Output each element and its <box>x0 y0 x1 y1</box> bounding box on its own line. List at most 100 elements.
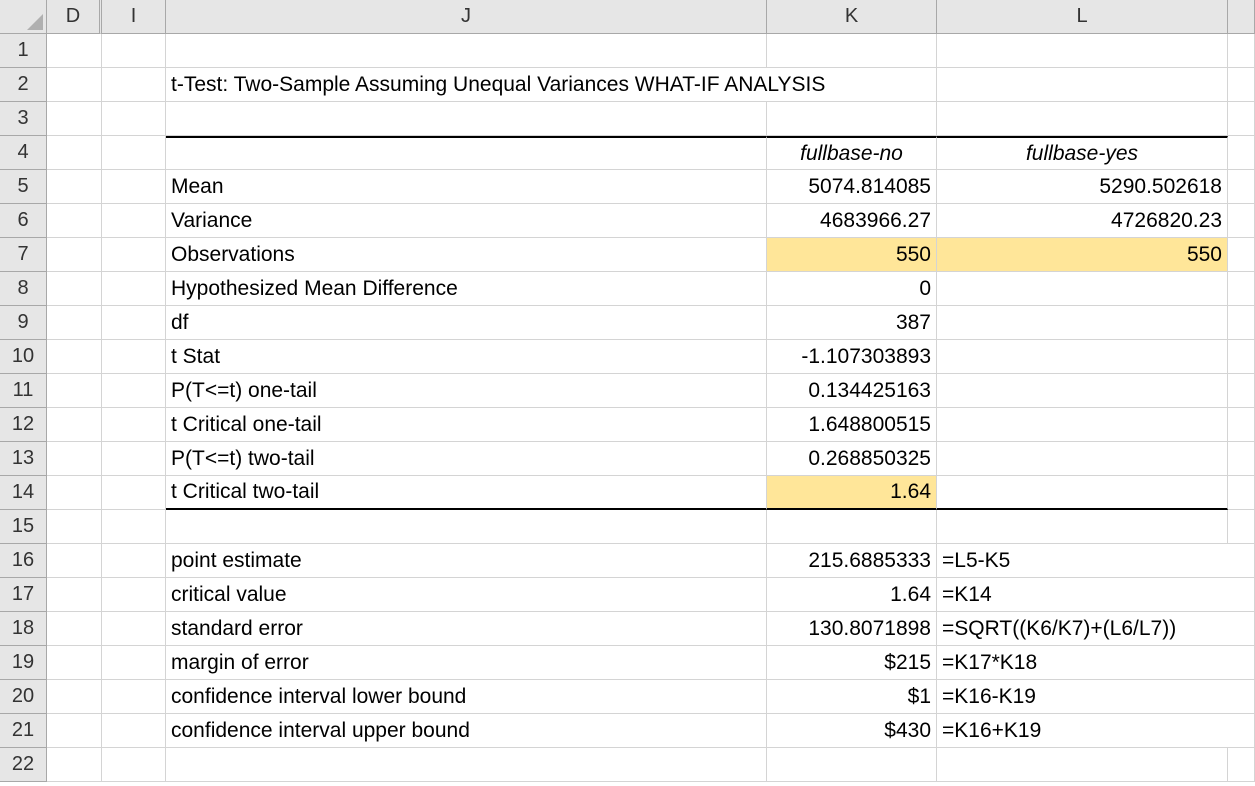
cell-d4[interactable] <box>47 136 102 170</box>
cell-d19[interactable] <box>47 646 102 680</box>
cell-d13[interactable] <box>47 442 102 476</box>
cell-m12[interactable] <box>1228 408 1255 442</box>
column-header-d[interactable]: D <box>47 0 102 34</box>
cell-k17[interactable]: 1.64 <box>767 578 937 612</box>
cell-j7[interactable]: Observations <box>166 238 767 272</box>
cell-j8[interactable]: Hypothesized Mean Difference <box>166 272 767 306</box>
cell-m7[interactable] <box>1228 238 1255 272</box>
cell-j21[interactable]: confidence interval upper bound <box>166 714 767 748</box>
cell-j15[interactable] <box>166 510 767 544</box>
cell-j6[interactable]: Variance <box>166 204 767 238</box>
cell-i12[interactable] <box>102 408 166 442</box>
cell-l18-formula[interactable]: =SQRT((K6/K7)+(L6/L7)) <box>937 612 1228 646</box>
column-header-l[interactable]: L <box>937 0 1228 34</box>
cell-i10[interactable] <box>102 340 166 374</box>
cell-i17[interactable] <box>102 578 166 612</box>
cell-k15[interactable] <box>767 510 937 544</box>
cell-l14[interactable] <box>937 476 1228 510</box>
row-header-5[interactable]: 5 <box>0 170 47 204</box>
cell-m6[interactable] <box>1228 204 1255 238</box>
row-header-8[interactable]: 8 <box>0 272 47 306</box>
cell-d1[interactable] <box>47 34 102 68</box>
cell-d21[interactable] <box>47 714 102 748</box>
cell-m3[interactable] <box>1228 102 1255 136</box>
cell-m5[interactable] <box>1228 170 1255 204</box>
cell-m13[interactable] <box>1228 442 1255 476</box>
cell-k6[interactable]: 4683966.27 <box>767 204 937 238</box>
cell-j14[interactable]: t Critical two-tail <box>166 476 767 510</box>
row-header-3[interactable]: 3 <box>0 102 47 136</box>
cell-l15[interactable] <box>937 510 1228 544</box>
cell-m2[interactable] <box>1228 68 1255 102</box>
cell-i15[interactable] <box>102 510 166 544</box>
cell-k11[interactable]: 0.134425163 <box>767 374 937 408</box>
row-header-15[interactable]: 15 <box>0 510 47 544</box>
cell-d20[interactable] <box>47 680 102 714</box>
row-header-7[interactable]: 7 <box>0 238 47 272</box>
cell-m20[interactable] <box>1228 680 1255 714</box>
cell-l17-formula[interactable]: =K14 <box>937 578 1228 612</box>
cell-l6[interactable]: 4726820.23 <box>937 204 1228 238</box>
cell-j1[interactable] <box>166 34 767 68</box>
cell-j16[interactable]: point estimate <box>166 544 767 578</box>
cell-i6[interactable] <box>102 204 166 238</box>
row-header-9[interactable]: 9 <box>0 306 47 340</box>
cell-i1[interactable] <box>102 34 166 68</box>
cell-j13[interactable]: P(T<=t) two-tail <box>166 442 767 476</box>
cell-l22[interactable] <box>937 748 1228 782</box>
cell-d9[interactable] <box>47 306 102 340</box>
cell-m15[interactable] <box>1228 510 1255 544</box>
cell-k18[interactable]: 130.8071898 <box>767 612 937 646</box>
cell-d14[interactable] <box>47 476 102 510</box>
cell-i21[interactable] <box>102 714 166 748</box>
cell-l8[interactable] <box>937 272 1228 306</box>
column-header-i[interactable]: I <box>102 0 166 34</box>
cell-d22[interactable] <box>47 748 102 782</box>
cell-k13[interactable]: 0.268850325 <box>767 442 937 476</box>
cell-k8[interactable]: 0 <box>767 272 937 306</box>
cell-m18[interactable] <box>1228 612 1255 646</box>
row-header-10[interactable]: 10 <box>0 340 47 374</box>
cell-m14[interactable] <box>1228 476 1255 510</box>
cell-j22[interactable] <box>166 748 767 782</box>
cell-j12[interactable]: t Critical one-tail <box>166 408 767 442</box>
row-header-1[interactable]: 1 <box>0 34 47 68</box>
cell-k5[interactable]: 5074.814085 <box>767 170 937 204</box>
cell-m4[interactable] <box>1228 136 1255 170</box>
cell-i8[interactable] <box>102 272 166 306</box>
cell-i20[interactable] <box>102 680 166 714</box>
cell-d11[interactable] <box>47 374 102 408</box>
cell-m19[interactable] <box>1228 646 1255 680</box>
cell-l20-formula[interactable]: =K16-K19 <box>937 680 1228 714</box>
cell-d16[interactable] <box>47 544 102 578</box>
cell-k16[interactable]: 215.6885333 <box>767 544 937 578</box>
cell-l16-formula[interactable]: =L5-K5 <box>937 544 1228 578</box>
row-header-4[interactable]: 4 <box>0 136 47 170</box>
cell-l12[interactable] <box>937 408 1228 442</box>
cell-m9[interactable] <box>1228 306 1255 340</box>
cell-m22[interactable] <box>1228 748 1255 782</box>
row-header-18[interactable]: 18 <box>0 612 47 646</box>
cell-l19-formula[interactable]: =K17*K18 <box>937 646 1228 680</box>
cell-d17[interactable] <box>47 578 102 612</box>
cell-d6[interactable] <box>47 204 102 238</box>
cell-k3[interactable] <box>767 102 937 136</box>
cell-l9[interactable] <box>937 306 1228 340</box>
cell-d18[interactable] <box>47 612 102 646</box>
cell-j20[interactable]: confidence interval lower bound <box>166 680 767 714</box>
cell-k14-highlighted[interactable]: 1.64 <box>767 476 937 510</box>
cell-j10[interactable]: t Stat <box>166 340 767 374</box>
row-header-21[interactable]: 21 <box>0 714 47 748</box>
cell-d8[interactable] <box>47 272 102 306</box>
cell-d2[interactable] <box>47 68 102 102</box>
cell-i13[interactable] <box>102 442 166 476</box>
row-header-11[interactable]: 11 <box>0 374 47 408</box>
cell-j4[interactable] <box>166 136 767 170</box>
cell-i19[interactable] <box>102 646 166 680</box>
cell-i18[interactable] <box>102 612 166 646</box>
column-header-k[interactable]: K <box>767 0 937 34</box>
cell-d15[interactable] <box>47 510 102 544</box>
cell-m1[interactable] <box>1228 34 1255 68</box>
row-header-6[interactable]: 6 <box>0 204 47 238</box>
row-header-20[interactable]: 20 <box>0 680 47 714</box>
